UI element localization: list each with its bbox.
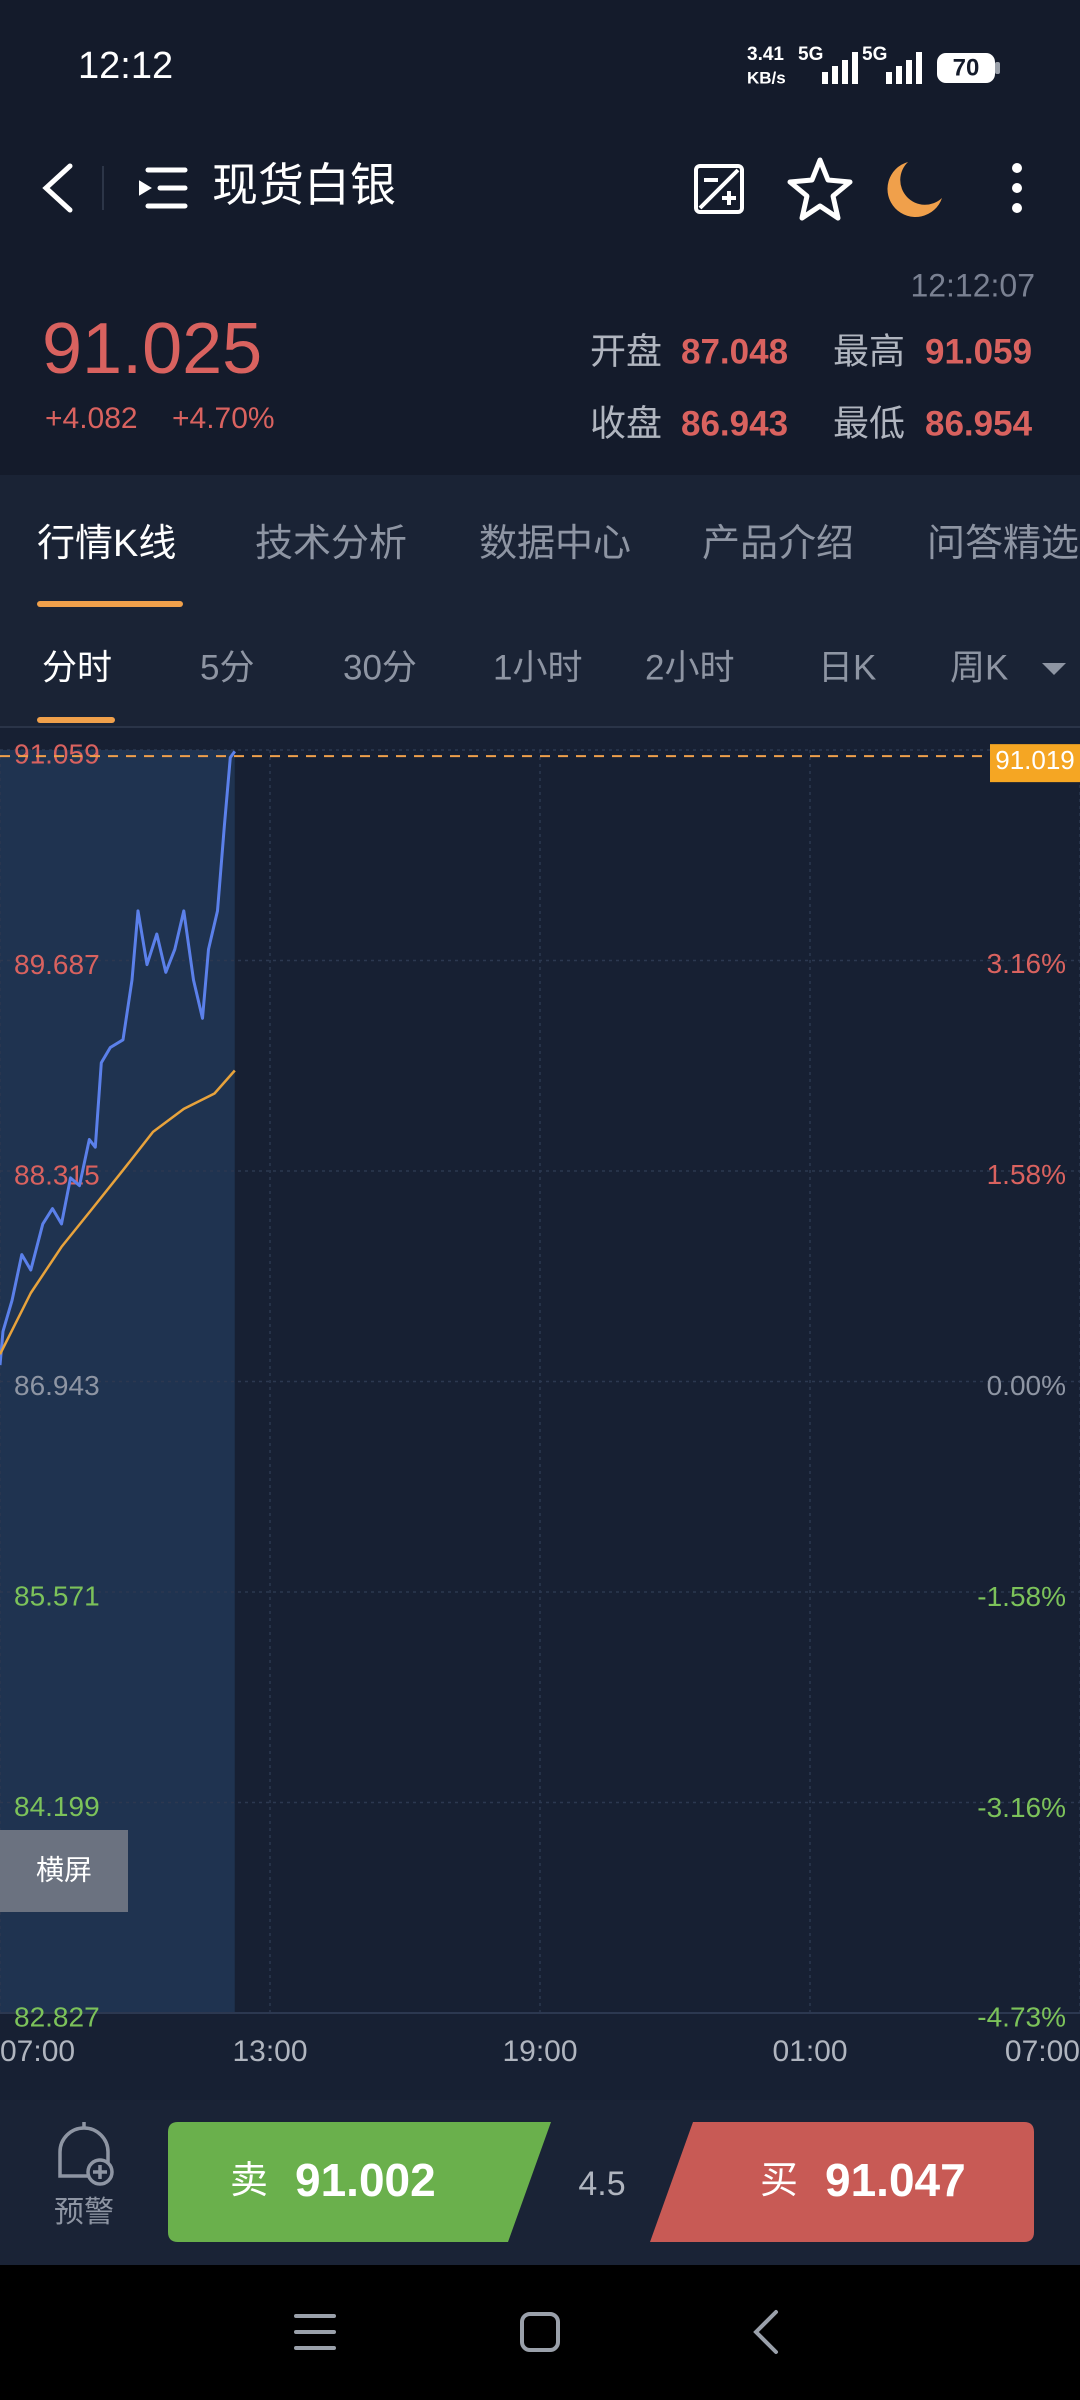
- stat-label: 最高: [833, 331, 905, 372]
- status-time: 12:12: [78, 45, 173, 87]
- x-tick-label: 01:00: [772, 2035, 847, 2068]
- landscape-button-label[interactable]: 横屏: [36, 1854, 92, 1885]
- period[interactable]: 日K: [818, 648, 876, 687]
- y2-tick-label: -3.16%: [977, 1792, 1066, 1823]
- price-marker-label: 91.019: [995, 745, 1075, 775]
- status-speed-unit: KB/s: [747, 68, 786, 87]
- menu-button[interactable]: [139, 167, 188, 209]
- battery-icon: [937, 53, 995, 83]
- period[interactable]: 30分: [343, 648, 417, 687]
- more-button[interactable]: [1012, 163, 1022, 213]
- sell-label[interactable]: 卖: [230, 2160, 268, 2202]
- x-tick-label: 07:00: [0, 2035, 75, 2068]
- y2-tick-label: 1.58%: [987, 1159, 1066, 1190]
- buy-price[interactable]: 91.047: [825, 2154, 966, 2206]
- back-button[interactable]: [42, 163, 73, 213]
- y-tick-label: 82.827: [14, 2001, 100, 2032]
- status-speed: 3.41: [747, 44, 784, 65]
- tab[interactable]: 产品介绍: [702, 523, 854, 565]
- tab[interactable]: 技术分析: [255, 523, 407, 565]
- y-tick-label: 88.315: [14, 1159, 100, 1190]
- battery-tip: [995, 62, 1000, 74]
- stat-value: 91.059: [925, 332, 1032, 371]
- tab[interactable]: 问答精选: [927, 523, 1079, 565]
- favorite-button[interactable]: [787, 157, 853, 221]
- y2-tick-label: -1.58%: [977, 1581, 1066, 1612]
- y-tick-label: 84.199: [14, 1791, 100, 1822]
- status-network: 5G: [798, 44, 823, 65]
- y-tick-label: 91.059: [14, 738, 100, 769]
- tab-indicator: [37, 601, 183, 607]
- nav-home[interactable]: [520, 2312, 560, 2352]
- period[interactable]: 1小时: [493, 648, 582, 687]
- stat-label: 收盘: [590, 403, 662, 444]
- nav-back[interactable]: [753, 2310, 778, 2354]
- quote-time: 12:12:07: [910, 267, 1035, 303]
- nav-bar-bg: [0, 2265, 1080, 2400]
- y2-tick-label: 3.16%: [987, 948, 1066, 979]
- page-title: 现货白银: [212, 159, 396, 211]
- sell-price[interactable]: 91.002: [295, 2154, 436, 2206]
- price-change-pct: +4.70%: [172, 402, 275, 435]
- alert-label[interactable]: 预警: [54, 2196, 114, 2229]
- price-marker-box: [990, 744, 1080, 783]
- last-price: 91.025: [42, 309, 262, 389]
- period[interactable]: 周K: [950, 648, 1008, 687]
- stat-label: 开盘: [590, 331, 662, 372]
- period-indicator: [37, 717, 115, 723]
- stat-value: 87.048: [681, 332, 788, 371]
- y-tick-label: 89.687: [14, 949, 100, 980]
- period[interactable]: 5分: [200, 648, 254, 687]
- nav-menu[interactable]: [294, 2314, 336, 2350]
- alert-icon[interactable]: [58, 2122, 114, 2186]
- chart: 07:00 13:00 19:00 01:00 07:00 91.059 89.687 88.…: [0, 738, 1080, 2068]
- chart-tool-button[interactable]: [694, 164, 744, 214]
- x-tick-label: 19:00: [502, 2035, 577, 2068]
- status-network: 5G: [862, 44, 887, 65]
- x-tick-label: 07:00: [1005, 2035, 1080, 2068]
- y-tick-label: 86.943: [14, 1370, 100, 1401]
- signal-icon: [822, 52, 922, 84]
- session-shade: [0, 750, 235, 2013]
- period[interactable]: 分时: [42, 648, 112, 687]
- sell-button[interactable]: [168, 2122, 551, 2242]
- stat-label: 最低: [833, 403, 905, 444]
- stat-value: 86.943: [681, 404, 788, 443]
- spread: 4.5: [578, 2165, 625, 2203]
- battery-level: 70: [953, 54, 980, 81]
- tab[interactable]: 行情K线: [37, 523, 176, 565]
- price-change: +4.082: [45, 402, 138, 435]
- x-tick-label: 13:00: [232, 2035, 307, 2068]
- period[interactable]: 2小时: [645, 648, 734, 687]
- price-line: [0, 750, 237, 1366]
- buy-button[interactable]: [650, 2122, 1034, 2242]
- period-dropdown[interactable]: [1042, 663, 1066, 675]
- y-tick-label: 85.571: [14, 1580, 100, 1611]
- buy-label[interactable]: 买: [760, 2160, 798, 2202]
- y2-tick-label: 0.00%: [987, 1370, 1066, 1401]
- average-line: [0, 1069, 236, 1355]
- night-mode-button[interactable]: [887, 162, 942, 217]
- y2-tick-label: -4.73%: [977, 2001, 1066, 2032]
- landscape-button[interactable]: [0, 1830, 128, 1912]
- nav-bar: [294, 2310, 778, 2354]
- stat-value: 86.954: [925, 404, 1033, 443]
- tab[interactable]: 数据中心: [479, 523, 631, 565]
